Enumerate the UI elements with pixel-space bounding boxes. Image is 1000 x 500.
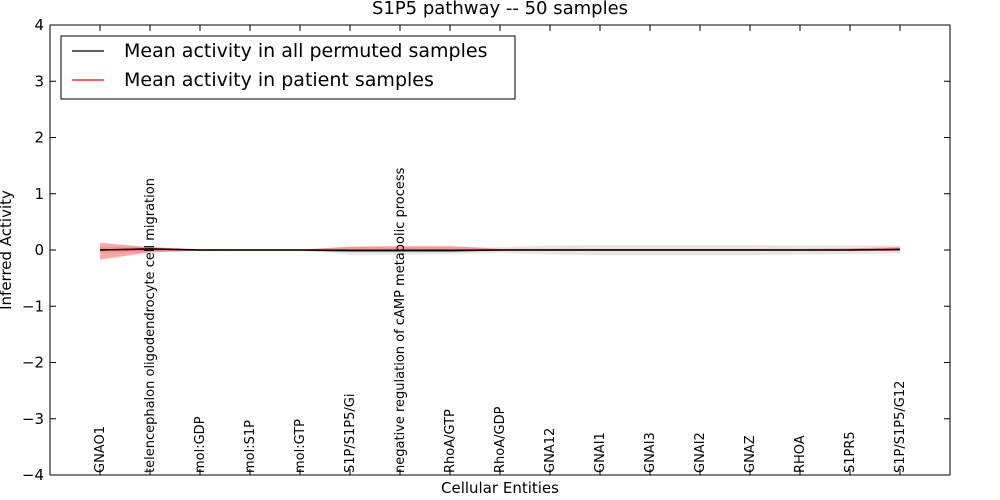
legend-label-patient: Mean activity in patient samples — [124, 69, 434, 91]
category-label: S1P/S1P5/Gi — [343, 394, 358, 473]
legend-box — [60, 35, 516, 100]
category-label: GNAI2 — [693, 432, 708, 473]
category-label: GNA12 — [543, 428, 558, 473]
line-permuted-mean — [99, 248, 901, 252]
category-label: mol:GDP — [193, 416, 208, 473]
category-label: GNAO1 — [93, 426, 108, 473]
y-tick-label: −2 — [22, 354, 44, 372]
category-label: RHOA — [793, 435, 808, 473]
category-label: mol:S1P — [243, 420, 258, 473]
y-tick-label: 1 — [34, 185, 44, 203]
category-label: GNAI3 — [643, 432, 658, 473]
category-label: mol:GTP — [293, 419, 308, 473]
y-axis-title: Inferred Activity — [0, 190, 15, 310]
category-label: telencephalon oligodendrocyte cell migra… — [143, 178, 158, 473]
y-tick-label: −1 — [22, 297, 44, 315]
x-axis-title: Cellular Entities — [441, 479, 559, 497]
category-label: RhoA/GTP — [443, 409, 458, 473]
y-tick-label: −4 — [22, 466, 44, 484]
y-tick-label: 0 — [34, 241, 44, 259]
category-label: GNAI1 — [593, 432, 608, 473]
y-tick-label: −3 — [22, 410, 44, 428]
category-label: negative regulation of cAMP metabolic pr… — [393, 167, 408, 473]
category-label: RhoA/GDP — [493, 406, 508, 473]
y-tick-label: 2 — [34, 129, 44, 147]
category-label: S1PR5 — [843, 431, 858, 473]
y-tick-label: 4 — [34, 16, 44, 34]
legend: Mean activity in all permuted samples Me… — [60, 35, 516, 100]
chart-title: S1P5 pathway -- 50 samples — [372, 0, 628, 19]
y-tick-label: 3 — [34, 72, 44, 90]
category-label: S1P/S1P5/G12 — [893, 381, 908, 473]
category-label: GNAZ — [743, 435, 758, 473]
legend-label-permuted: Mean activity in all permuted samples — [124, 40, 487, 62]
